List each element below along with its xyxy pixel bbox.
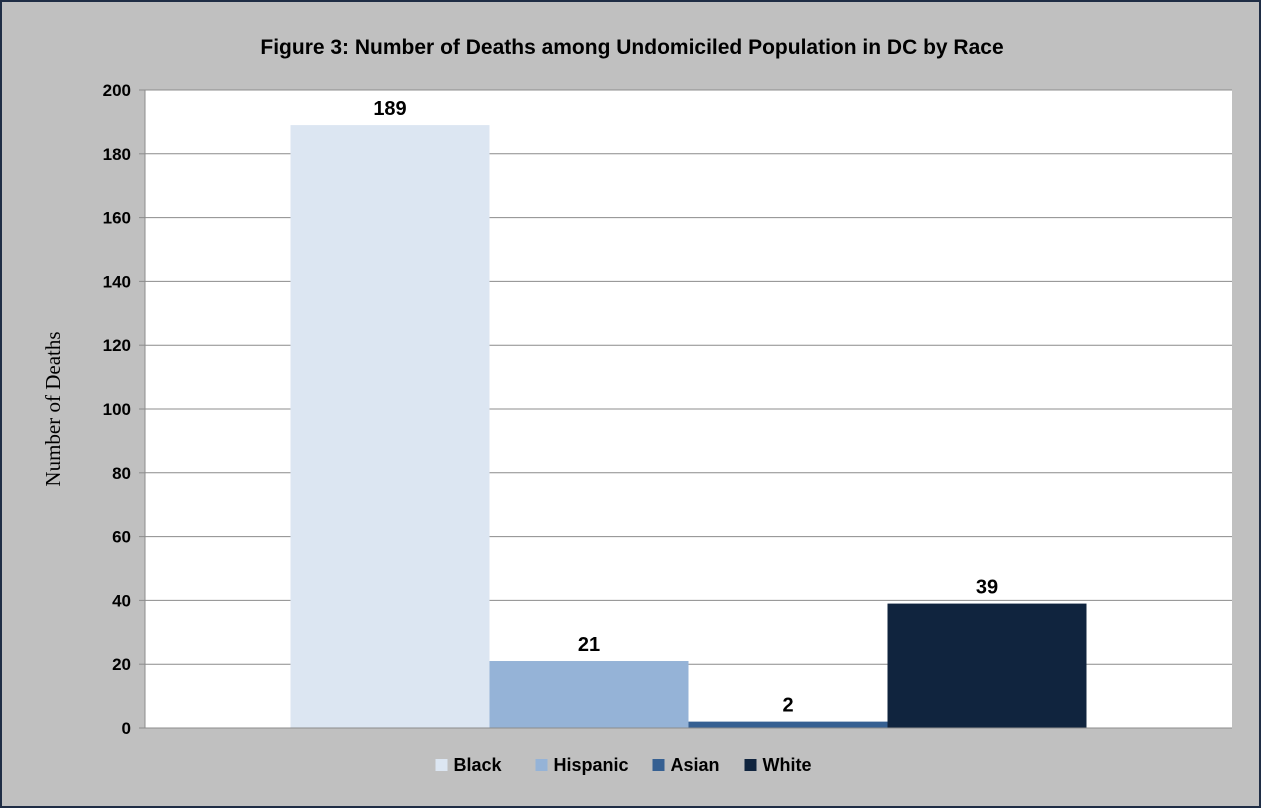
data-label-asian: 2 [782, 695, 793, 717]
y-tick-label: 180 [103, 145, 131, 164]
legend-swatch-hispanic [535, 759, 548, 771]
legend-label-black: Black [454, 755, 503, 775]
y-tick-label: 0 [122, 719, 131, 738]
legend-swatch-asian [652, 759, 665, 771]
data-label-white: 39 [976, 577, 998, 599]
y-tick-label: 200 [103, 81, 131, 100]
legend-label-white: White [763, 755, 812, 775]
bar-asian [688, 721, 888, 728]
data-label-hispanic: 21 [578, 634, 600, 656]
legend-label-hispanic: Hispanic [554, 755, 629, 775]
y-tick-label: 20 [112, 655, 131, 674]
data-labels: 189 21 2 39 [373, 98, 998, 717]
chart-title: Figure 3: Number of Deaths among Undomic… [260, 36, 1003, 59]
y-axis-ticks: 0 20 40 60 80 100 120 140 160 180 200 [103, 81, 1232, 738]
legend-swatch-black [435, 759, 448, 771]
legend-label-asian: Asian [671, 755, 720, 775]
legend: Black Hispanic Asian White [435, 755, 812, 775]
bar-hispanic [489, 661, 689, 728]
y-tick-label: 140 [103, 272, 131, 291]
y-tick-label: 120 [103, 336, 131, 355]
bar-white [887, 603, 1087, 728]
legend-swatch-white [744, 759, 757, 771]
bars [290, 125, 1087, 729]
y-tick-label: 100 [103, 400, 131, 419]
y-axis-label: Number of Deaths [41, 331, 65, 486]
y-tick-label: 160 [103, 209, 131, 228]
bar-black [290, 125, 490, 729]
data-label-black: 189 [373, 98, 406, 120]
y-tick-label: 80 [112, 464, 131, 483]
y-tick-label: 60 [112, 528, 131, 547]
y-tick-label: 40 [112, 591, 131, 610]
